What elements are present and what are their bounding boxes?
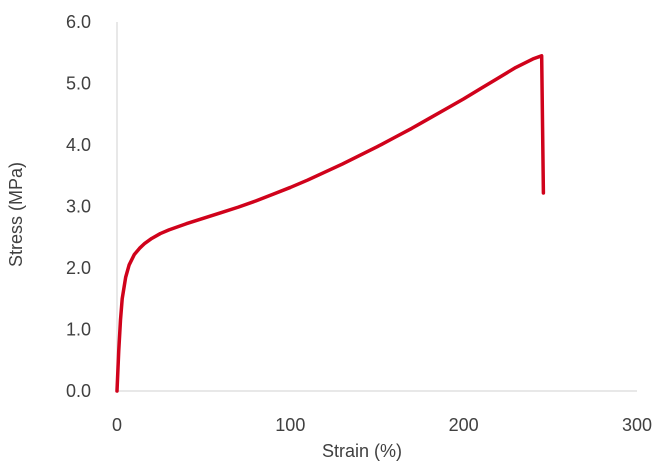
- x-tick-label: 0: [112, 415, 122, 435]
- axes: [116, 22, 637, 392]
- y-tick-label: 0.0: [66, 381, 91, 401]
- y-tick-label: 4.0: [66, 135, 91, 155]
- x-axis-title: Strain (%): [322, 441, 402, 461]
- y-axis-title: Stress (MPa): [6, 162, 26, 267]
- y-tick-label: 1.0: [66, 320, 91, 340]
- y-tick-label: 5.0: [66, 74, 91, 94]
- y-tick-label: 6.0: [66, 12, 91, 32]
- x-tick-label: 100: [275, 415, 305, 435]
- y-tick-label: 3.0: [66, 197, 91, 217]
- series-group: [115, 54, 546, 393]
- series-line-0: [115, 54, 546, 393]
- x-tick-label: 300: [622, 415, 652, 435]
- x-tick-labels: 0 100 200 300: [112, 415, 652, 435]
- y-tick-label: 2.0: [66, 258, 91, 278]
- x-tick-label: 200: [449, 415, 479, 435]
- y-tick-labels: 0.0 1.0 2.0 3.0 4.0 5.0 6.0: [66, 12, 91, 401]
